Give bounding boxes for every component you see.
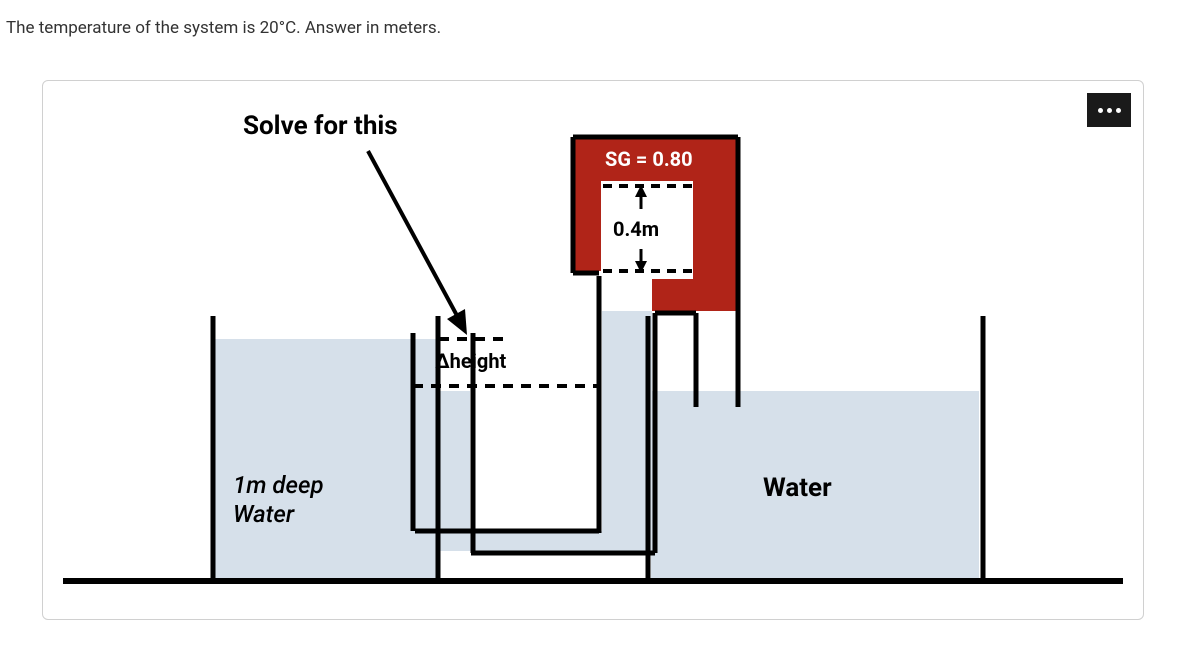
delta-height-label: Δheight — [435, 349, 506, 373]
left-tank-label-line2: Water — [233, 500, 324, 529]
left-tank-label-line1: 1m deep — [233, 471, 324, 500]
utube-left-water — [416, 391, 470, 531]
diagram-svg-wrap — [43, 81, 1143, 619]
diagram-frame: Solve for this Δheight 1m deep Water Wat… — [42, 80, 1144, 620]
sg-label: SG = 0.80 — [605, 147, 693, 171]
question-text: The temperature of the system is 20°C. A… — [0, 0, 1184, 38]
diagram-svg — [43, 81, 1145, 621]
gap-label: 0.4m — [613, 217, 659, 241]
solve-arrow-shaft — [368, 151, 461, 323]
solve-for-this-label: Solve for this — [243, 111, 398, 141]
left-tank-label: 1m deep Water — [233, 471, 324, 529]
utube-right-water — [602, 311, 652, 551]
left-tank-water — [215, 339, 437, 579]
right-tank-label: Water — [763, 473, 832, 503]
